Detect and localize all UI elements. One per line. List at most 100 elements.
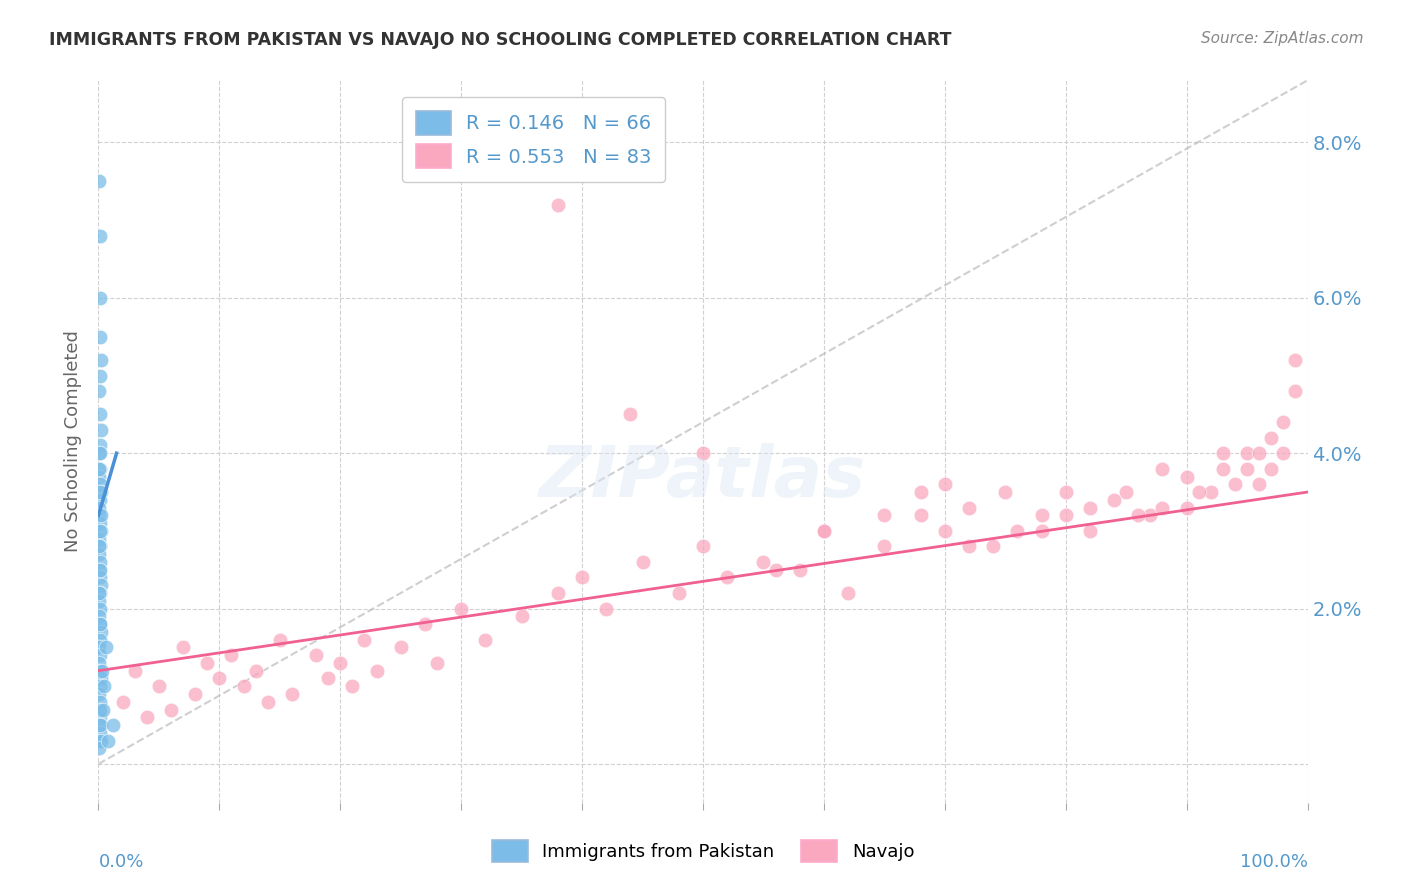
Point: [619, 408, 641, 422]
Point: [87, 469, 110, 483]
Point: [89, 702, 111, 716]
Point: [873, 508, 896, 523]
Point: [631, 555, 654, 569]
Point: [87, 563, 110, 577]
Point: [89, 438, 111, 452]
Point: [1212, 446, 1234, 460]
Point: [89, 485, 111, 500]
Point: [994, 485, 1017, 500]
Point: [366, 664, 388, 678]
Point: [1236, 446, 1258, 460]
Point: [752, 555, 775, 569]
Point: [1175, 469, 1198, 483]
Point: [89, 516, 111, 530]
Point: [89, 617, 111, 632]
Point: [87, 461, 110, 475]
Point: [89, 609, 111, 624]
Point: [89, 617, 111, 632]
Point: [1128, 508, 1150, 523]
Point: [389, 640, 412, 655]
Point: [813, 524, 835, 538]
Point: [1236, 461, 1258, 475]
Point: [87, 500, 110, 515]
Point: [89, 586, 111, 600]
Point: [450, 601, 472, 615]
Point: [1078, 524, 1101, 538]
Legend: R = 0.146   N = 66, R = 0.553   N = 83: R = 0.146 N = 66, R = 0.553 N = 83: [402, 97, 665, 182]
Point: [90, 624, 112, 639]
Point: [281, 687, 304, 701]
Text: ZIPatlas: ZIPatlas: [540, 443, 866, 512]
Point: [89, 710, 111, 724]
Point: [1223, 477, 1246, 491]
Text: 100.0%: 100.0%: [1240, 854, 1308, 871]
Point: [1175, 500, 1198, 515]
Point: [89, 656, 111, 670]
Point: [934, 477, 956, 491]
Point: [89, 492, 111, 507]
Point: [89, 563, 111, 577]
Point: [89, 461, 111, 475]
Point: [595, 601, 617, 615]
Point: [981, 540, 1004, 554]
Point: [89, 540, 111, 554]
Point: [93, 679, 115, 693]
Point: [765, 563, 787, 577]
Point: [1054, 508, 1077, 523]
Point: [232, 679, 254, 693]
Point: [89, 601, 111, 615]
Point: [90, 508, 112, 523]
Point: [94, 640, 117, 655]
Point: [90, 733, 112, 747]
Point: [87, 733, 110, 747]
Point: [89, 702, 111, 716]
Point: [547, 197, 569, 211]
Point: [813, 524, 835, 538]
Point: [90, 672, 112, 686]
Point: [716, 570, 738, 584]
Point: [1199, 485, 1222, 500]
Point: [692, 446, 714, 460]
Point: [1188, 485, 1211, 500]
Point: [89, 547, 111, 561]
Point: [89, 570, 111, 584]
Point: [1272, 446, 1295, 460]
Point: [89, 228, 111, 243]
Point: [547, 586, 569, 600]
Point: [87, 174, 110, 188]
Point: [90, 485, 112, 500]
Y-axis label: No Schooling Completed: No Schooling Completed: [65, 331, 83, 552]
Point: [111, 695, 134, 709]
Point: [413, 617, 436, 632]
Point: [160, 702, 183, 716]
Point: [221, 648, 243, 663]
Point: [97, 733, 120, 747]
Point: [269, 632, 291, 647]
Point: [90, 718, 112, 732]
Point: [89, 664, 111, 678]
Point: [1054, 485, 1077, 500]
Point: [873, 540, 896, 554]
Point: [124, 664, 146, 678]
Point: [1249, 477, 1271, 491]
Point: [1007, 524, 1029, 538]
Point: [87, 687, 110, 701]
Point: [1139, 508, 1161, 523]
Point: [91, 664, 114, 678]
Point: [89, 329, 111, 343]
Point: [256, 695, 278, 709]
Point: [87, 532, 110, 546]
Point: [1115, 485, 1137, 500]
Point: [87, 384, 110, 398]
Point: [1260, 461, 1282, 475]
Point: [89, 446, 111, 460]
Text: IMMIGRANTS FROM PAKISTAN VS NAVAJO NO SCHOOLING COMPLETED CORRELATION CHART: IMMIGRANTS FROM PAKISTAN VS NAVAJO NO SC…: [49, 31, 952, 49]
Point: [474, 632, 496, 647]
Point: [934, 524, 956, 538]
Point: [89, 508, 111, 523]
Point: [1152, 500, 1174, 515]
Point: [89, 291, 111, 305]
Point: [957, 500, 980, 515]
Point: [1031, 508, 1053, 523]
Point: [89, 718, 111, 732]
